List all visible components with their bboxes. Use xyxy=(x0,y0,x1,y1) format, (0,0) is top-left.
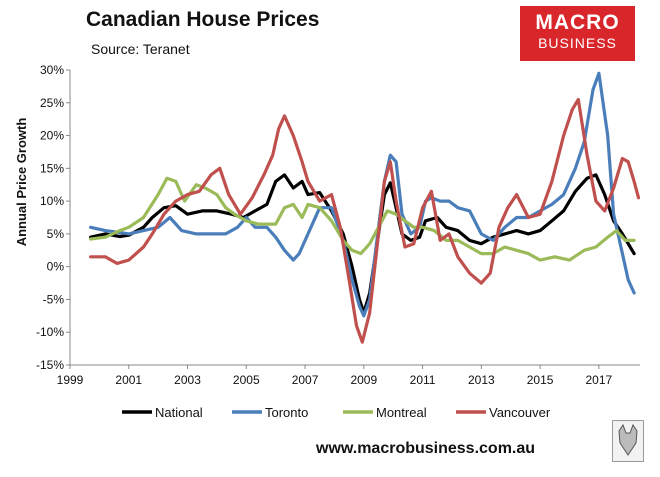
page-title: Canadian House Prices xyxy=(86,8,320,31)
chart-legend: National Toronto Montreal Vancouver xyxy=(122,405,551,420)
x-tick-label: 2013 xyxy=(468,373,495,387)
x-tick-label: 2003 xyxy=(174,373,201,387)
y-tick-label: 20% xyxy=(40,129,64,143)
y-tick-label: 25% xyxy=(40,96,64,110)
legend-label: Montreal xyxy=(376,405,427,420)
x-tick-label: 2005 xyxy=(233,373,260,387)
y-tick-label: -15% xyxy=(36,358,64,372)
y-tick-label: 0% xyxy=(47,260,65,274)
logo-line2: BUSINESS xyxy=(538,35,617,51)
y-tick-label: 15% xyxy=(40,161,64,175)
x-tick-label: 2001 xyxy=(115,373,142,387)
y-tick-label: 10% xyxy=(40,194,64,208)
x-tick-label: 1999 xyxy=(57,373,84,387)
x-tick-label: 2009 xyxy=(350,373,377,387)
y-tick-label: 5% xyxy=(47,227,65,241)
x-tick-label: 2015 xyxy=(527,373,554,387)
y-tick-label: 30% xyxy=(40,63,64,77)
series-line-national xyxy=(89,173,636,315)
series-line-vancouver xyxy=(89,97,641,344)
y-tick-label: -10% xyxy=(36,325,64,339)
series-line-toronto xyxy=(89,71,636,318)
legend-label: National xyxy=(155,405,203,420)
wolf-logo-icon xyxy=(612,420,644,462)
x-tick-label: 2007 xyxy=(292,373,319,387)
legend-label: Toronto xyxy=(265,405,308,420)
x-tick-label: 2017 xyxy=(586,373,613,387)
macro-business-logo[interactable]: MACRO BUSINESS xyxy=(520,6,635,61)
legend-label: Vancouver xyxy=(489,405,551,420)
y-tick-label: -5% xyxy=(43,292,65,306)
y-axis-label: Annual Price Growth xyxy=(14,118,29,247)
logo-line1: MACRO xyxy=(535,11,620,34)
website-url[interactable]: www.macrobusiness.com.au xyxy=(316,440,536,457)
chart-axes: -15% -10% -5% 0% 5% 10% 15% 20% 25% 30% 1999 2001 20… xyxy=(36,63,640,387)
source-label: Source: Teranet xyxy=(91,41,190,57)
chart-series xyxy=(89,71,641,344)
x-tick-label: 2011 xyxy=(410,373,436,387)
